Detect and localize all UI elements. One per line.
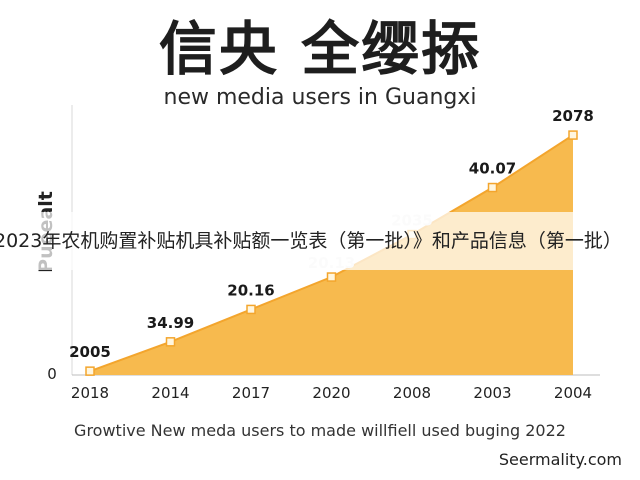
x-tick-label: 2008 (393, 384, 431, 402)
chart-caption: Growtive New meda users to made willfiel… (74, 421, 566, 440)
data-label: 2078 (552, 107, 594, 125)
data-point (85, 366, 95, 376)
data-point (165, 337, 176, 347)
data-label: 34.99 (147, 314, 194, 332)
data-point (246, 304, 256, 315)
data-label: 20.16 (227, 281, 274, 299)
data-point (487, 182, 498, 193)
x-tick-label: 2004 (554, 384, 592, 402)
area-fill (90, 135, 573, 375)
x-tick-label: 2003 (473, 384, 511, 402)
brand-watermark: Seermality.com (498, 450, 622, 469)
x-tick-label: 2018 (71, 384, 109, 402)
x-tick-label: 2014 (151, 384, 189, 402)
overlay-banner: 2023年农机购置补贴机具补贴额一览表（第一批）》和产品信息（第一批） (0, 212, 640, 270)
overlay-banner-text: 2023年农机购置补贴机具补贴额一览表（第一批）》和产品信息（第一批） (0, 230, 622, 252)
chart-title: 信央 全缨掭 (158, 15, 482, 83)
y-axis-zero-label: 0 (47, 365, 57, 383)
chart-subtitle: new media users in Guangxi (163, 85, 477, 110)
data-point (568, 130, 578, 140)
x-tick-label: 2020 (312, 384, 350, 402)
x-tick-label: 2017 (232, 384, 270, 402)
data-point (326, 272, 337, 282)
data-label: 40.07 (469, 160, 516, 178)
data-label: 2005 (69, 343, 111, 361)
